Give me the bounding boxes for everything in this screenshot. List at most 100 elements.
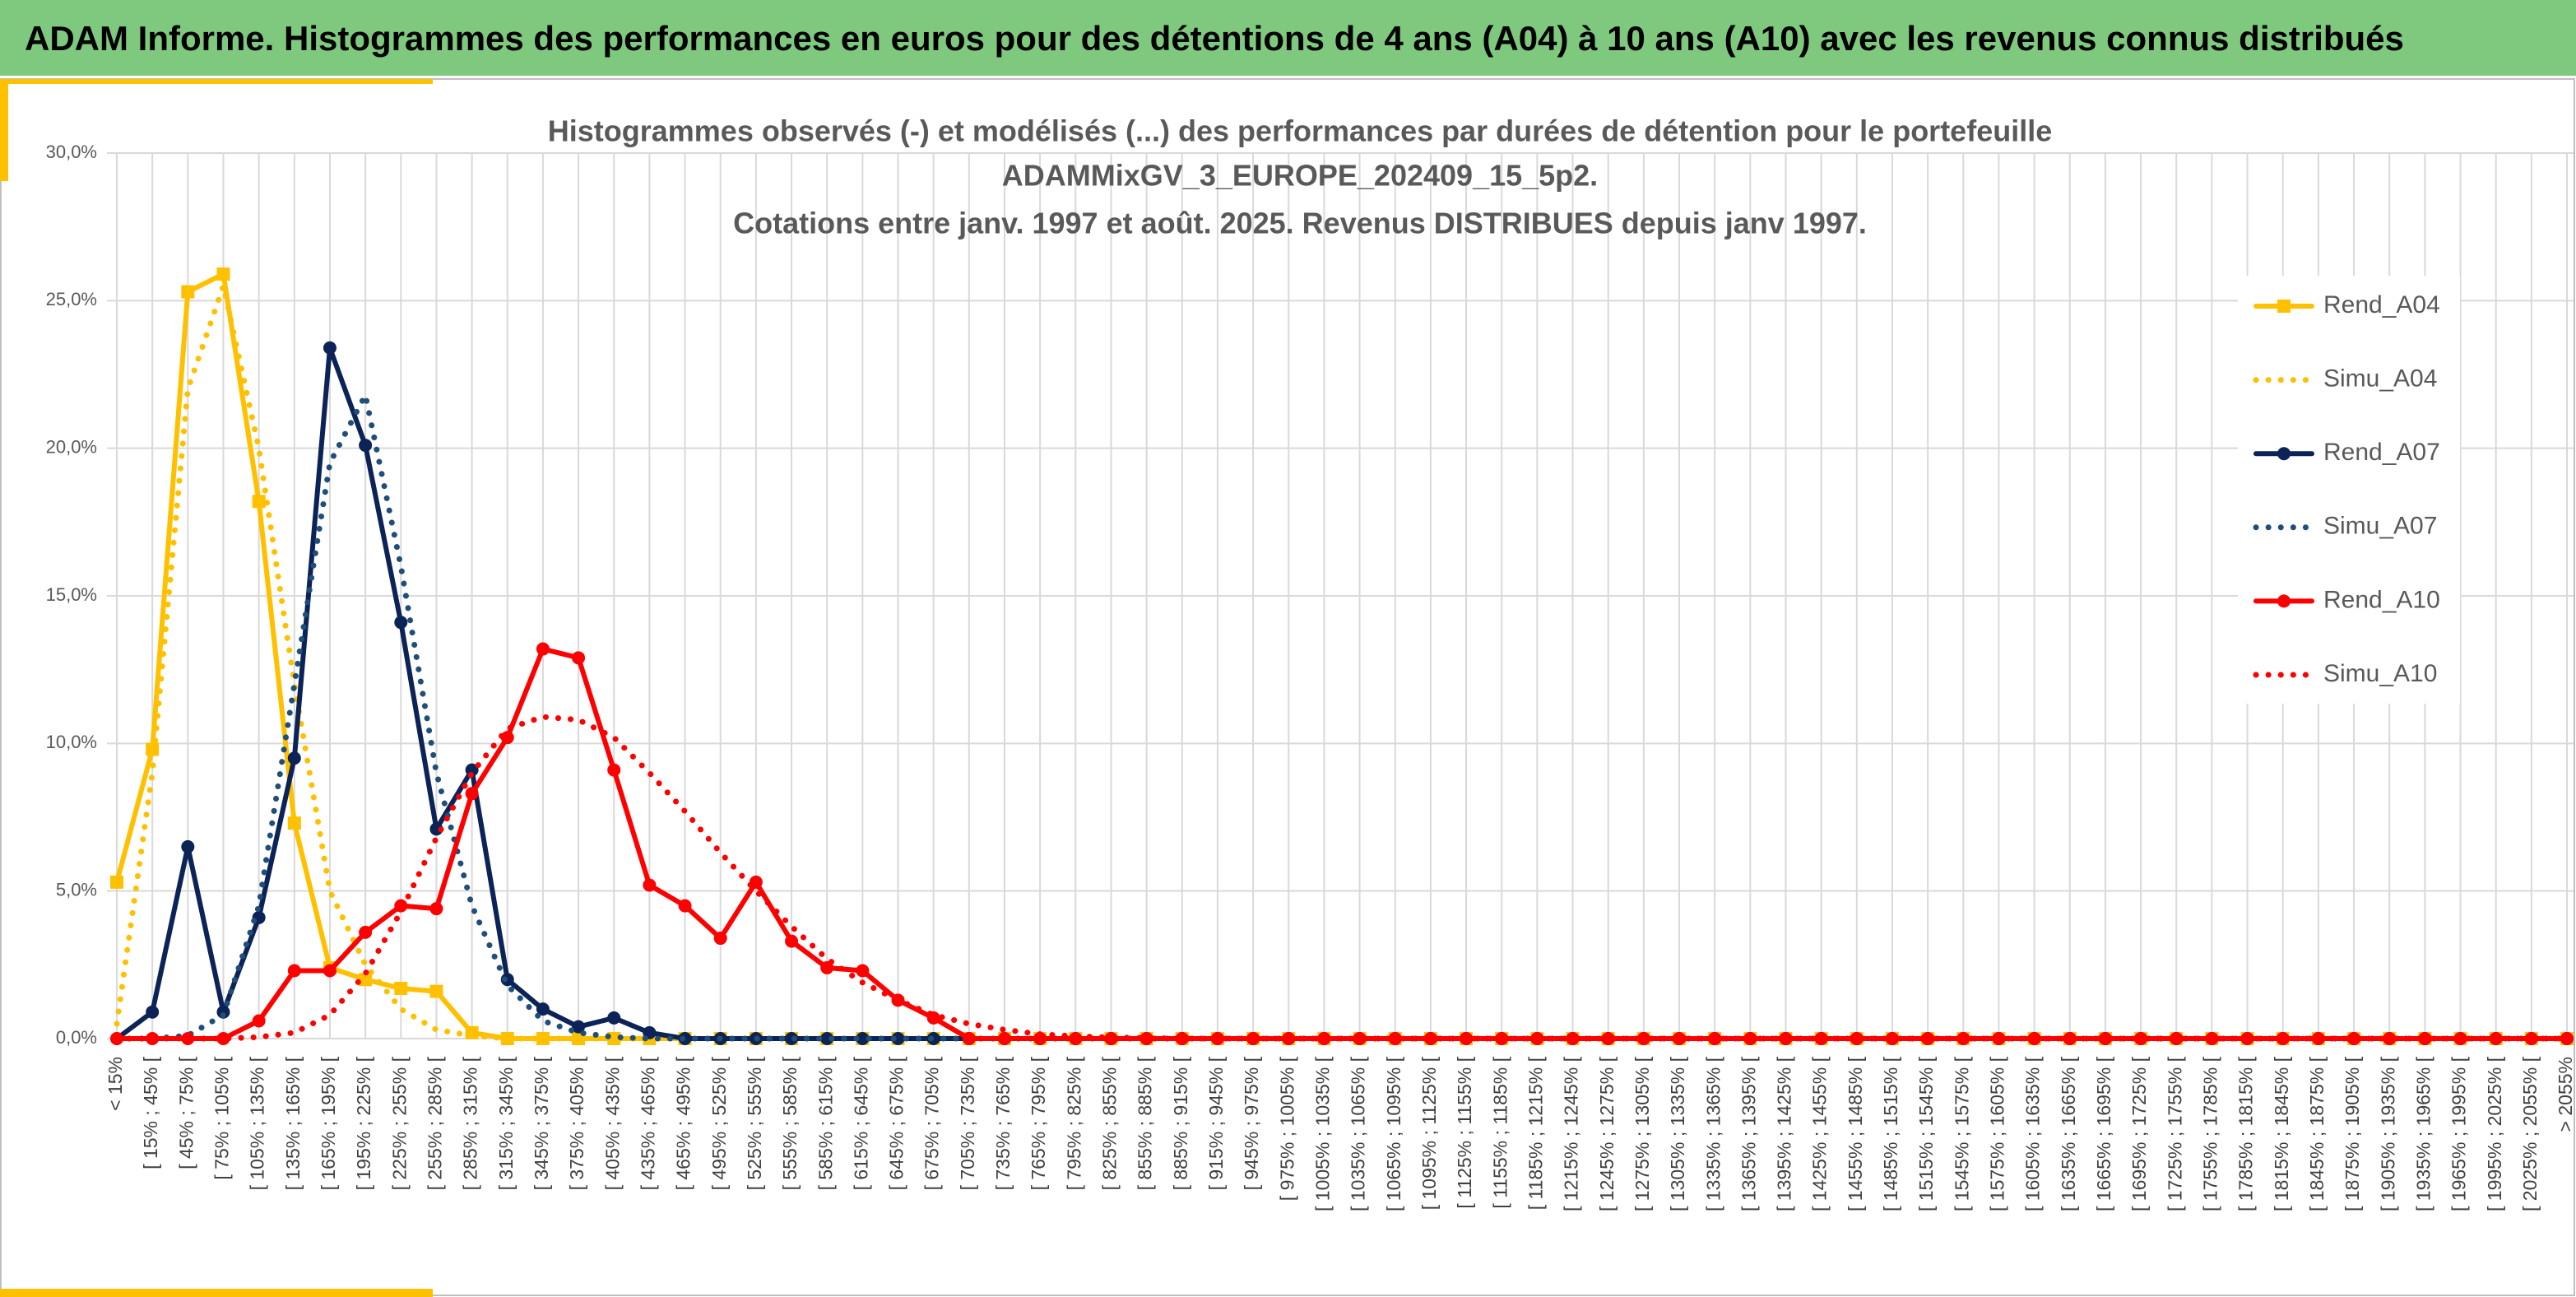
marker bbox=[146, 1005, 160, 1019]
marker bbox=[323, 341, 337, 355]
x-tick-label: [ 975% ; 1005% [ bbox=[1276, 1056, 1297, 1201]
x-tick-label: [ 825% ; 855% [ bbox=[1099, 1056, 1121, 1190]
marker bbox=[465, 1025, 479, 1039]
marker bbox=[1673, 1032, 1687, 1045]
x-tick-label: [ 1515% ; 1545% [ bbox=[1915, 1056, 1937, 1211]
x-tick-label: [ 285% ; 315% [ bbox=[460, 1056, 481, 1190]
marker bbox=[1601, 1032, 1615, 1045]
marker bbox=[1210, 1032, 1224, 1045]
x-tick-label: [ 1485% ; 1515% [ bbox=[1880, 1056, 1901, 1211]
x-tick-label: [ 525% ; 555% [ bbox=[744, 1056, 765, 1190]
x-tick-label: [ 255% ; 285% [ bbox=[425, 1056, 446, 1190]
x-tick-label: [ 1665% ; 1695% [ bbox=[2093, 1056, 2114, 1211]
x-tick-label: [ 705% ; 735% [ bbox=[957, 1056, 978, 1190]
y-tick-label: 20,0% bbox=[46, 436, 97, 457]
marker bbox=[216, 1032, 230, 1045]
marker bbox=[500, 731, 514, 745]
x-tick-label: [ 1635% ; 1665% [ bbox=[2058, 1056, 2079, 1211]
marker bbox=[2134, 1032, 2148, 1045]
marker bbox=[1708, 1032, 1722, 1045]
marker bbox=[1885, 1032, 1899, 1045]
x-tick-label: [ 1575% ; 1605% [ bbox=[1987, 1056, 2008, 1211]
x-tick-label: [ 105% ; 135% [ bbox=[247, 1056, 268, 1190]
marker bbox=[429, 902, 443, 916]
x-tick-label: [ 1995% ; 2025% [ bbox=[2484, 1056, 2505, 1211]
x-tick-label: [ 1935% ; 1965% [ bbox=[2412, 1056, 2434, 1211]
x-tick-label: [ 585% ; 615% [ bbox=[815, 1056, 836, 1190]
marker bbox=[359, 973, 373, 987]
x-tick-label: [ 855% ; 885% [ bbox=[1135, 1056, 1156, 1190]
plot: 0,0% 5,0% 10,0% 15,0% 20,0% 25,0% 30,0% < 15% [ … bbox=[46, 142, 2576, 1211]
x-tick-label: [ 945% ; 975% [ bbox=[1241, 1056, 1262, 1190]
x-tick-label: [ 405% ; 435% [ bbox=[601, 1056, 623, 1190]
legend-marker bbox=[2277, 300, 2291, 313]
x-tick-label: [ 1215% ; 1245% [ bbox=[1561, 1056, 1582, 1211]
legend: Rend_A04 Simu_A04 Rend_A07 Simu_A07 Rend_A10… bbox=[2238, 276, 2460, 704]
y-tick-label: 0,0% bbox=[56, 1027, 97, 1048]
header-title: ADAM Informe. Histogrammes des performan… bbox=[25, 19, 2404, 58]
x-tick-label: [ 345% ; 375% [ bbox=[531, 1056, 552, 1190]
x-tick-label: [ 675% ; 705% [ bbox=[921, 1056, 943, 1190]
marker bbox=[181, 839, 195, 853]
x-tick-label: [ 1875% ; 1905% [ bbox=[2342, 1056, 2363, 1211]
x-tick-label: [ 645% ; 675% [ bbox=[886, 1056, 907, 1190]
marker bbox=[1921, 1032, 1935, 1045]
x-tick-label: [ 1185% ; 1215% [ bbox=[1525, 1056, 1546, 1210]
y-tick-label: 15,0% bbox=[46, 584, 97, 605]
marker bbox=[785, 934, 799, 948]
marker bbox=[856, 1032, 870, 1045]
x-tick-label: [ 435% ; 465% [ bbox=[637, 1056, 658, 1190]
x-tick-label: [ 1605% ; 1635% [ bbox=[2022, 1056, 2044, 1211]
x-tick-label: [ 1965% ; 1995% [ bbox=[2448, 1056, 2470, 1211]
x-tick-label: [ 795% ; 825% [ bbox=[1063, 1056, 1084, 1190]
legend-label: Simu_A04 bbox=[2323, 365, 2437, 393]
x-tick-label: [ 1005% ; 1035% [ bbox=[1311, 1056, 1333, 1211]
marker bbox=[429, 822, 443, 836]
marker bbox=[216, 267, 230, 281]
marker bbox=[1460, 1032, 1474, 1045]
marker bbox=[891, 1032, 905, 1045]
marker bbox=[536, 1002, 550, 1016]
x-tick-label: < 15% bbox=[104, 1057, 126, 1111]
marker bbox=[287, 751, 301, 765]
marker bbox=[607, 763, 621, 777]
x-tick-label: [ 2025% ; 2055% [ bbox=[2519, 1056, 2541, 1211]
marker bbox=[1139, 1032, 1153, 1045]
marker bbox=[536, 642, 550, 656]
marker bbox=[2453, 1032, 2467, 1045]
y-tick-label: 10,0% bbox=[46, 732, 97, 752]
marker bbox=[1353, 1032, 1367, 1045]
legend-label: Simu_A10 bbox=[2323, 660, 2437, 687]
marker bbox=[572, 651, 586, 665]
y-tick-label: 25,0% bbox=[46, 289, 97, 309]
x-tick-label: [ 735% ; 765% [ bbox=[992, 1056, 1014, 1190]
x-tick-label: [ 1725% ; 1755% [ bbox=[2164, 1056, 2185, 1211]
x-tick-label: [ 1755% ; 1785% [ bbox=[2199, 1056, 2221, 1211]
marker bbox=[820, 1032, 834, 1045]
chart-title: ADAMMixGV_3_EUROPE_202409_15_5p2. bbox=[1002, 159, 1598, 193]
x-tick-label: [ 915% ; 945% [ bbox=[1205, 1056, 1227, 1190]
chart-title: Cotations entre janv. 1997 et août. 2025… bbox=[733, 207, 1867, 240]
x-tick-label: [ 555% ; 585% [ bbox=[779, 1056, 801, 1190]
marker bbox=[2383, 1032, 2397, 1045]
x-tick-label: [ 195% ; 225% [ bbox=[353, 1056, 374, 1190]
marker bbox=[252, 495, 266, 509]
legend-label: Rend_A07 bbox=[2323, 439, 2440, 466]
marker bbox=[2418, 1032, 2432, 1045]
chart-title: Histogrammes observés (-) et modélisés (… bbox=[548, 114, 2052, 148]
marker bbox=[856, 964, 870, 978]
legend-label: Simu_A07 bbox=[2323, 513, 2437, 540]
x-tick-label: [ 1245% ; 1275% [ bbox=[1596, 1056, 1618, 1211]
x-tick-label: [ 1695% ; 1725% [ bbox=[2128, 1056, 2150, 1211]
header-band bbox=[0, 0, 2576, 76]
x-tick-label: [ 1335% ; 1365% [ bbox=[1702, 1056, 1724, 1211]
marker bbox=[252, 1014, 266, 1028]
marker bbox=[216, 1005, 230, 1019]
x-tick-label: [ 465% ; 495% [ bbox=[673, 1056, 694, 1190]
x-tick-label: [ 1095% ; 1125% [ bbox=[1418, 1056, 1440, 1210]
marker bbox=[1423, 1032, 1437, 1045]
legend-marker bbox=[2277, 447, 2291, 461]
marker bbox=[1033, 1032, 1047, 1045]
frame-accent bbox=[0, 1289, 433, 1297]
x-tick-label: [ 1275% ; 1305% [ bbox=[1631, 1056, 1653, 1211]
